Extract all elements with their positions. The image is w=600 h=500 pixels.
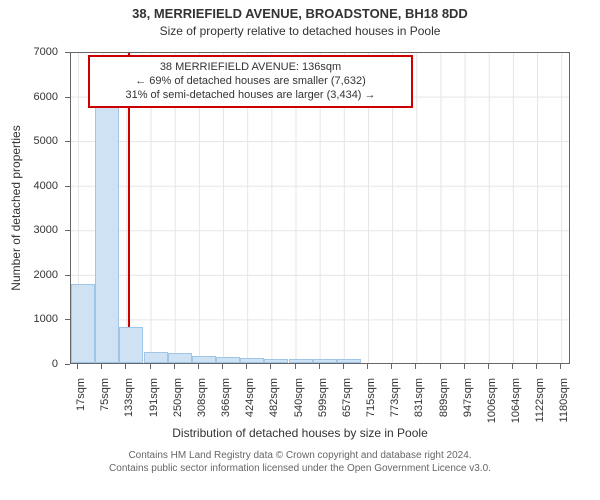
histogram-bar [192, 356, 216, 363]
footer-line-2: Contains public sector information licen… [0, 463, 600, 476]
x-tick [415, 364, 416, 369]
x-tick [295, 364, 296, 369]
histogram-bar [119, 327, 143, 363]
x-tick [150, 364, 151, 369]
x-tick-label: 889sqm [438, 378, 450, 417]
x-tick-label: 366sqm [220, 378, 232, 417]
annotation-box: 38 MERRIEFIELD AVENUE: 136sqm ← 69% of d… [88, 55, 413, 108]
x-tick [270, 364, 271, 369]
chart-subtitle: Size of property relative to detached ho… [0, 24, 600, 38]
y-tick [65, 364, 70, 365]
annotation-line-1: 38 MERRIEFIELD AVENUE: 136sqm [98, 61, 403, 75]
y-tick-label: 4000 [0, 180, 58, 192]
histogram-bar [144, 352, 168, 363]
x-tick [440, 364, 441, 369]
histogram-bar [95, 107, 119, 363]
y-axis-title: Number of detached properties [9, 125, 23, 290]
x-tick-label: 482sqm [268, 378, 280, 417]
x-tick [222, 364, 223, 369]
annotation-line-3: 31% of semi-detached houses are larger (… [98, 89, 403, 103]
chart-container: 38, MERRIEFIELD AVENUE, BROADSTONE, BH18… [0, 0, 600, 500]
x-tick [198, 364, 199, 369]
footer-attribution: Contains HM Land Registry data © Crown c… [0, 450, 600, 475]
x-tick-label: 133sqm [123, 378, 135, 417]
x-tick-label: 424sqm [244, 378, 256, 417]
x-tick-label: 308sqm [196, 378, 208, 417]
x-tick [101, 364, 102, 369]
x-axis-title: Distribution of detached houses by size … [0, 426, 600, 440]
x-tick-label: 715sqm [365, 378, 377, 417]
histogram-bar [337, 359, 361, 363]
x-tick-label: 831sqm [413, 378, 425, 417]
x-tick-label: 191sqm [148, 378, 160, 417]
x-tick-label: 17sqm [75, 378, 87, 411]
x-tick-label: 599sqm [317, 378, 329, 417]
y-tick-label: 0 [0, 358, 58, 370]
x-tick [560, 364, 561, 369]
y-tick [65, 52, 70, 53]
x-tick [319, 364, 320, 369]
x-tick [464, 364, 465, 369]
histogram-bar [313, 359, 337, 363]
y-tick [65, 275, 70, 276]
y-tick [65, 141, 70, 142]
footer-line-1: Contains HM Land Registry data © Crown c… [0, 450, 600, 463]
y-tick [65, 186, 70, 187]
histogram-bar [71, 284, 95, 363]
x-tick [77, 364, 78, 369]
x-tick-label: 1006sqm [486, 378, 498, 423]
x-tick-label: 947sqm [462, 378, 474, 417]
y-tick-label: 1000 [0, 313, 58, 325]
x-tick [367, 364, 368, 369]
y-tick-label: 6000 [0, 91, 58, 103]
histogram-bar [240, 358, 264, 363]
y-tick-label: 7000 [0, 46, 58, 58]
histogram-bar [289, 359, 313, 363]
x-tick [488, 364, 489, 369]
x-tick [125, 364, 126, 369]
y-tick [65, 97, 70, 98]
x-tick [536, 364, 537, 369]
chart-title: 38, MERRIEFIELD AVENUE, BROADSTONE, BH18… [0, 6, 600, 21]
x-tick [174, 364, 175, 369]
histogram-bar [168, 353, 192, 363]
x-tick-label: 1122sqm [534, 378, 546, 422]
x-tick-label: 1064sqm [510, 378, 522, 423]
y-tick-label: 5000 [0, 135, 58, 147]
x-tick [343, 364, 344, 369]
x-tick-label: 540sqm [293, 378, 305, 417]
x-tick [391, 364, 392, 369]
x-tick-label: 773sqm [389, 378, 401, 417]
y-tick [65, 230, 70, 231]
x-tick-label: 250sqm [172, 378, 184, 417]
y-tick [65, 319, 70, 320]
histogram-bar [264, 359, 288, 363]
annotation-line-2: ← 69% of detached houses are smaller (7,… [98, 75, 403, 89]
y-tick-label: 2000 [0, 269, 58, 281]
x-tick [246, 364, 247, 369]
x-tick-label: 657sqm [341, 378, 353, 417]
x-tick-label: 1180sqm [558, 378, 570, 422]
x-tick-label: 75sqm [99, 378, 111, 411]
x-tick [512, 364, 513, 369]
histogram-bar [216, 357, 240, 363]
y-tick-label: 3000 [0, 224, 58, 236]
